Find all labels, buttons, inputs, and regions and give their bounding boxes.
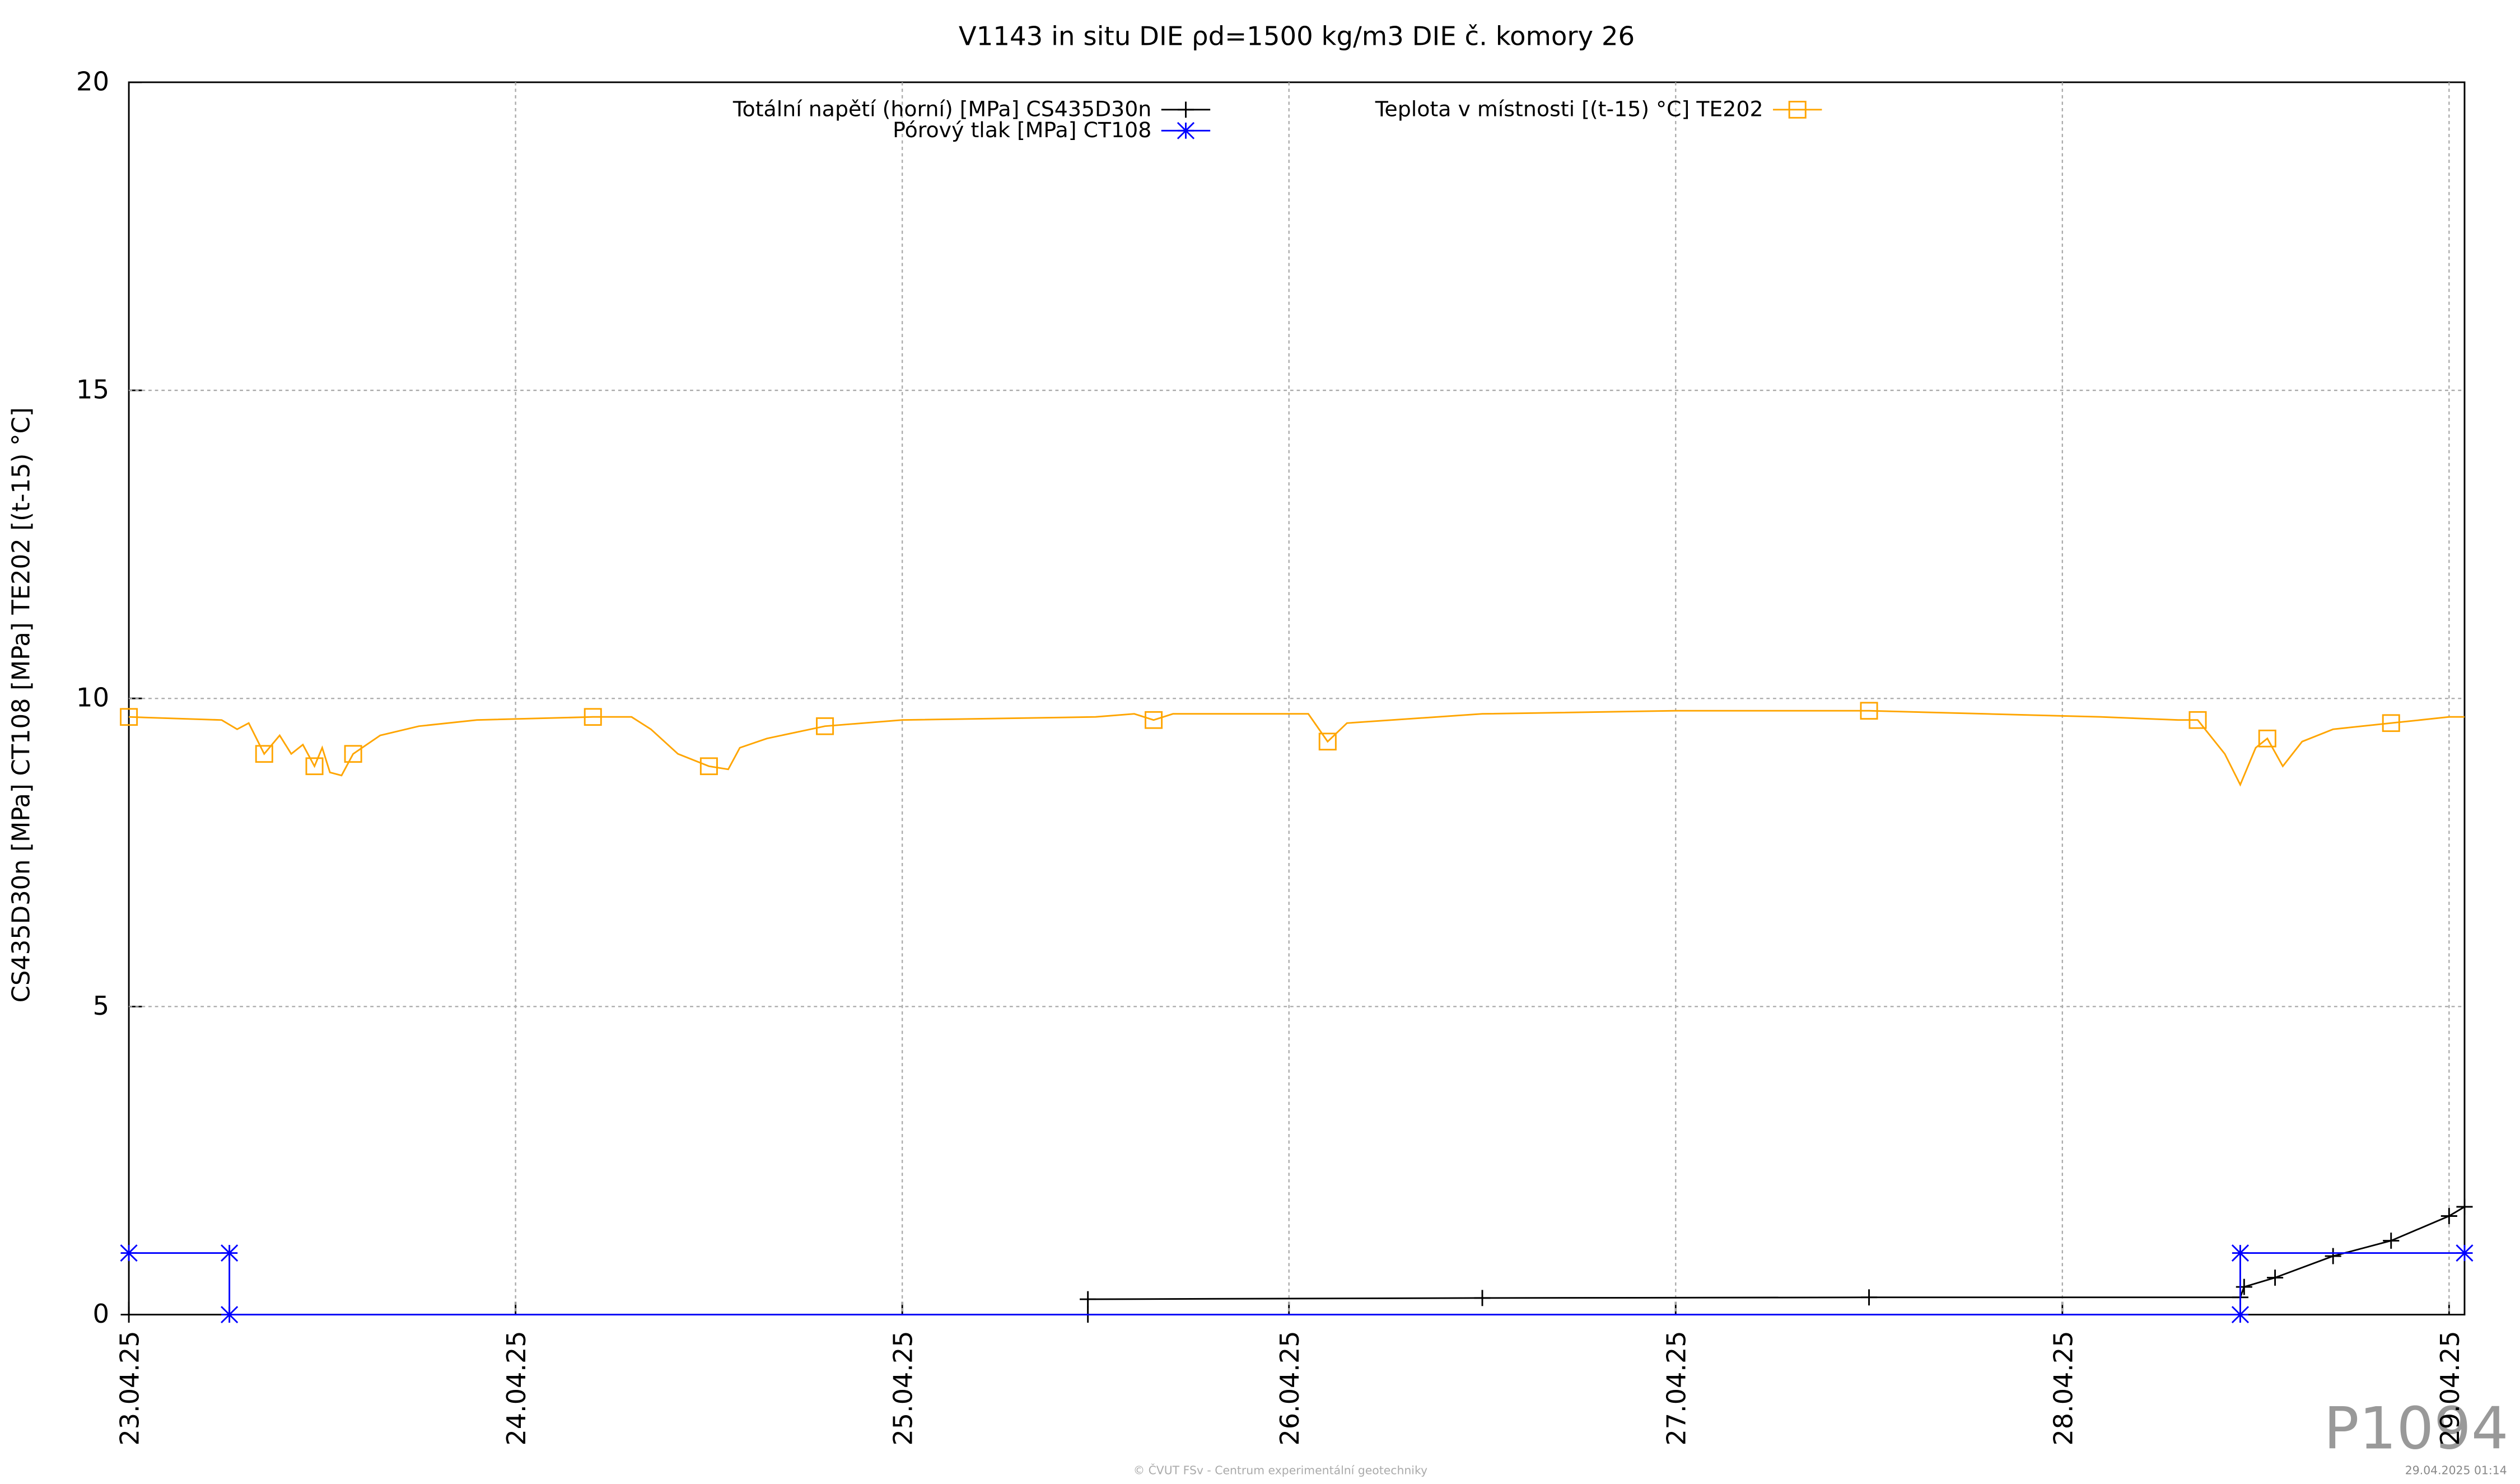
marker (305, 757, 324, 776)
id-label: P1094 (2324, 1394, 2509, 1462)
marker-shape (305, 757, 324, 776)
series-line (129, 710, 2465, 787)
marker (2231, 1244, 2250, 1262)
marker-shape (816, 717, 834, 735)
legend-label: Totální napětí (horní) [MPa] CS435D30n (732, 97, 1151, 122)
y-tick-label: 0 (92, 1299, 109, 1329)
marker-shape (120, 708, 138, 726)
marker-shape (2382, 714, 2400, 732)
footer: © ČVUT FSv - Centrum experimentální geot… (1133, 1464, 1427, 1477)
x-tick-label: 26.04.25 (1275, 1331, 1305, 1445)
marker (120, 1244, 138, 1262)
marker-shape (120, 1244, 138, 1262)
marker (2258, 729, 2276, 748)
marker (1860, 1289, 1878, 1306)
marker-shape (1177, 122, 1195, 139)
marker-shape (344, 745, 362, 763)
legend-marker (1788, 101, 1807, 119)
y-tick-label: 10 (76, 683, 109, 713)
marker (120, 1306, 137, 1323)
series-line (129, 1206, 2465, 1315)
legend-label: Pórový tlak [MPa] CT108 (893, 118, 1151, 142)
marker-shape (2231, 1244, 2250, 1262)
marker (1860, 702, 1878, 720)
marker-shape (2188, 711, 2207, 729)
legend-marker (1177, 101, 1194, 118)
marker (2267, 1270, 2284, 1286)
timestamp: 29.04.2025 01:14 (2405, 1464, 2507, 1477)
marker-shape (2456, 1244, 2474, 1262)
marker-shape (221, 1306, 239, 1323)
x-tick-label: 28.04.25 (2048, 1331, 2078, 1445)
x-tick-label: 29.04.25 (2435, 1331, 2465, 1445)
x-tick-label: 27.04.25 (1662, 1331, 1692, 1445)
marker (1080, 1291, 1096, 1308)
x-tick-label: 24.04.25 (501, 1331, 531, 1445)
marker-shape (1145, 711, 1163, 729)
marker (221, 1306, 239, 1323)
marker (344, 745, 362, 763)
marker-shape (584, 708, 602, 726)
y-tick-label: 20 (76, 67, 109, 97)
marker (2440, 1208, 2457, 1224)
marker (2231, 1306, 2250, 1323)
marker (2456, 1244, 2474, 1262)
marker (816, 717, 834, 735)
x-tick-label: 25.04.25 (888, 1331, 918, 1445)
marker (2383, 1233, 2400, 1249)
marker (2236, 1278, 2252, 1295)
y-tick-label: 15 (76, 375, 109, 405)
marker-shape (221, 1244, 239, 1262)
marker-shape (2258, 729, 2276, 748)
marker-shape (255, 745, 273, 763)
x-tick-label: 23.04.25 (114, 1331, 144, 1445)
marker (120, 708, 138, 726)
marker (1145, 711, 1163, 729)
marker (584, 708, 602, 726)
marker-shape (1860, 702, 1878, 720)
y-axis-label: CS435D30n [MPa] CT108 [MPa] TE202 [(t-15… (7, 407, 35, 1002)
marker (2325, 1248, 2341, 1264)
marker-shape (2231, 1306, 2250, 1323)
marker (2188, 711, 2207, 729)
marker (221, 1244, 239, 1262)
marker-shape (1318, 732, 1337, 751)
marker (2382, 714, 2400, 732)
marker (2456, 1198, 2473, 1215)
chart-title: V1143 in situ DIE ρd=1500 kg/m3 DIE č. k… (959, 21, 1635, 52)
marker (1474, 1290, 1491, 1306)
marker (255, 745, 273, 763)
marker-shape (1788, 101, 1807, 119)
marker (699, 757, 718, 776)
legend-label: Teplota v místnosti [(t-15) °C] TE202 (1375, 97, 1763, 122)
marker (1318, 732, 1337, 751)
marker-shape (699, 757, 718, 776)
legend-marker (1177, 122, 1195, 139)
y-tick-label: 5 (92, 991, 109, 1021)
series-line (129, 1252, 2465, 1315)
